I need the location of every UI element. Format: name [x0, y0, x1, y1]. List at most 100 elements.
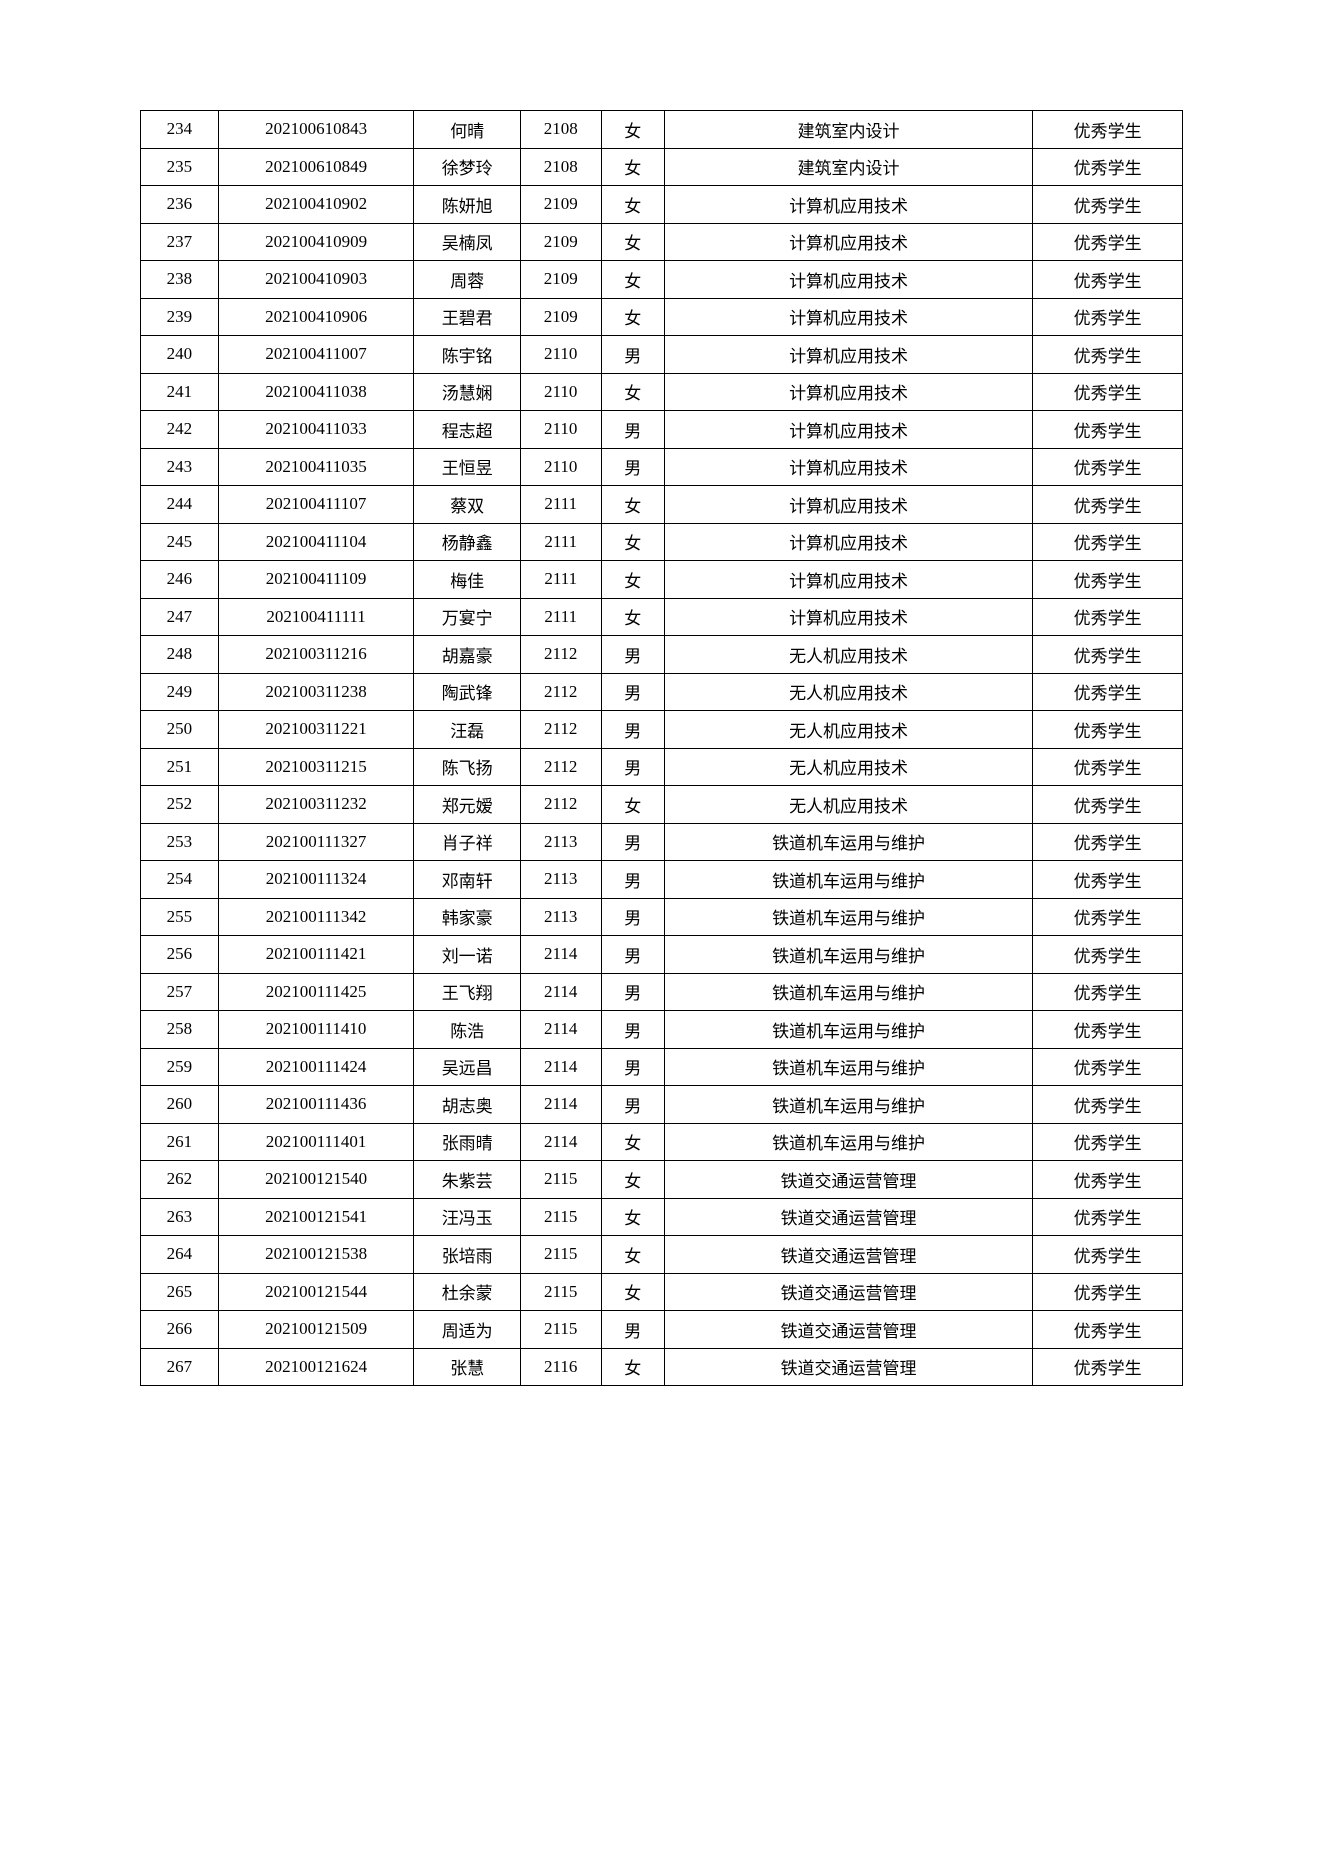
cell-major: 无人机应用技术 [664, 748, 1032, 786]
cell-major: 铁道交通运营管理 [664, 1273, 1032, 1311]
cell-cls: 2113 [520, 861, 601, 899]
table-row: 242202100411033程志超2110男计算机应用技术优秀学生 [141, 411, 1183, 449]
cell-idx: 239 [141, 298, 219, 336]
cell-name: 万宴宁 [414, 598, 521, 636]
cell-sid: 202100311232 [218, 786, 414, 824]
cell-award: 优秀学生 [1033, 261, 1183, 299]
cell-major: 计算机应用技术 [664, 261, 1032, 299]
cell-award: 优秀学生 [1033, 111, 1183, 149]
table-row: 265202100121544杜余蒙2115女铁道交通运营管理优秀学生 [141, 1273, 1183, 1311]
table-row: 239202100410906王碧君2109女计算机应用技术优秀学生 [141, 298, 1183, 336]
table-row: 263202100121541汪冯玉2115女铁道交通运营管理优秀学生 [141, 1198, 1183, 1236]
cell-gender: 男 [601, 936, 664, 974]
cell-sid: 202100411007 [218, 336, 414, 374]
cell-award: 优秀学生 [1033, 1198, 1183, 1236]
cell-award: 优秀学生 [1033, 823, 1183, 861]
cell-name: 吴楠凤 [414, 223, 521, 261]
cell-award: 优秀学生 [1033, 411, 1183, 449]
table-row: 234202100610843何晴2108女建筑室内设计优秀学生 [141, 111, 1183, 149]
cell-sid: 202100121538 [218, 1236, 414, 1274]
cell-idx: 238 [141, 261, 219, 299]
cell-gender: 女 [601, 523, 664, 561]
cell-major: 计算机应用技术 [664, 223, 1032, 261]
cell-sid: 202100411104 [218, 523, 414, 561]
cell-cls: 2108 [520, 148, 601, 186]
cell-gender: 男 [601, 1011, 664, 1049]
cell-major: 无人机应用技术 [664, 786, 1032, 824]
cell-major: 铁道机车运用与维护 [664, 936, 1032, 974]
cell-name: 刘一诺 [414, 936, 521, 974]
table-row: 236202100410902陈妍旭2109女计算机应用技术优秀学生 [141, 186, 1183, 224]
cell-sid: 202100311221 [218, 711, 414, 749]
cell-major: 建筑室内设计 [664, 111, 1032, 149]
table-row: 251202100311215陈飞扬2112男无人机应用技术优秀学生 [141, 748, 1183, 786]
cell-major: 计算机应用技术 [664, 561, 1032, 599]
cell-award: 优秀学生 [1033, 711, 1183, 749]
cell-gender: 女 [601, 1348, 664, 1386]
cell-award: 优秀学生 [1033, 1086, 1183, 1124]
cell-award: 优秀学生 [1033, 786, 1183, 824]
cell-award: 优秀学生 [1033, 1011, 1183, 1049]
cell-sid: 202100111424 [218, 1048, 414, 1086]
cell-major: 无人机应用技术 [664, 636, 1032, 674]
cell-award: 优秀学生 [1033, 1348, 1183, 1386]
cell-name: 张培雨 [414, 1236, 521, 1274]
cell-idx: 252 [141, 786, 219, 824]
cell-name: 王飞翔 [414, 973, 521, 1011]
cell-gender: 女 [601, 1236, 664, 1274]
cell-cls: 2110 [520, 373, 601, 411]
cell-idx: 243 [141, 448, 219, 486]
cell-major: 无人机应用技术 [664, 673, 1032, 711]
table-row: 237202100410909吴楠凤2109女计算机应用技术优秀学生 [141, 223, 1183, 261]
table-row: 247202100411111万宴宁2111女计算机应用技术优秀学生 [141, 598, 1183, 636]
cell-cls: 2109 [520, 186, 601, 224]
cell-sid: 202100111327 [218, 823, 414, 861]
cell-sid: 202100411033 [218, 411, 414, 449]
cell-name: 陈宇铭 [414, 336, 521, 374]
cell-idx: 260 [141, 1086, 219, 1124]
cell-sid: 202100311238 [218, 673, 414, 711]
table-row: 241202100411038汤慧娴2110女计算机应用技术优秀学生 [141, 373, 1183, 411]
cell-award: 优秀学生 [1033, 898, 1183, 936]
table-row: 258202100111410陈浩2114男铁道机车运用与维护优秀学生 [141, 1011, 1183, 1049]
cell-award: 优秀学生 [1033, 186, 1183, 224]
cell-idx: 262 [141, 1161, 219, 1199]
cell-award: 优秀学生 [1033, 861, 1183, 899]
cell-idx: 267 [141, 1348, 219, 1386]
cell-sid: 202100311216 [218, 636, 414, 674]
table-row: 253202100111327肖子祥2113男铁道机车运用与维护优秀学生 [141, 823, 1183, 861]
cell-cls: 2113 [520, 898, 601, 936]
table-row: 249202100311238陶武锋2112男无人机应用技术优秀学生 [141, 673, 1183, 711]
cell-major: 计算机应用技术 [664, 336, 1032, 374]
cell-major: 计算机应用技术 [664, 411, 1032, 449]
cell-gender: 男 [601, 636, 664, 674]
cell-sid: 202100410902 [218, 186, 414, 224]
cell-major: 计算机应用技术 [664, 448, 1032, 486]
table-row: 246202100411109梅佳2111女计算机应用技术优秀学生 [141, 561, 1183, 599]
cell-sid: 202100411109 [218, 561, 414, 599]
cell-cls: 2114 [520, 936, 601, 974]
table-row: 235202100610849徐梦玲2108女建筑室内设计优秀学生 [141, 148, 1183, 186]
cell-cls: 2114 [520, 1123, 601, 1161]
cell-sid: 202100610843 [218, 111, 414, 149]
cell-cls: 2116 [520, 1348, 601, 1386]
cell-idx: 263 [141, 1198, 219, 1236]
cell-idx: 236 [141, 186, 219, 224]
cell-cls: 2112 [520, 711, 601, 749]
cell-sid: 202100111421 [218, 936, 414, 974]
cell-sid: 202100411038 [218, 373, 414, 411]
cell-award: 优秀学生 [1033, 748, 1183, 786]
cell-award: 优秀学生 [1033, 298, 1183, 336]
cell-cls: 2114 [520, 1086, 601, 1124]
cell-major: 计算机应用技术 [664, 598, 1032, 636]
cell-idx: 249 [141, 673, 219, 711]
cell-idx: 253 [141, 823, 219, 861]
cell-cls: 2111 [520, 523, 601, 561]
cell-idx: 254 [141, 861, 219, 899]
cell-name: 郑元嫒 [414, 786, 521, 824]
cell-gender: 女 [601, 1123, 664, 1161]
cell-name: 朱紫芸 [414, 1161, 521, 1199]
table-row: 264202100121538张培雨2115女铁道交通运营管理优秀学生 [141, 1236, 1183, 1274]
cell-idx: 244 [141, 486, 219, 524]
cell-major: 铁道交通运营管理 [664, 1198, 1032, 1236]
